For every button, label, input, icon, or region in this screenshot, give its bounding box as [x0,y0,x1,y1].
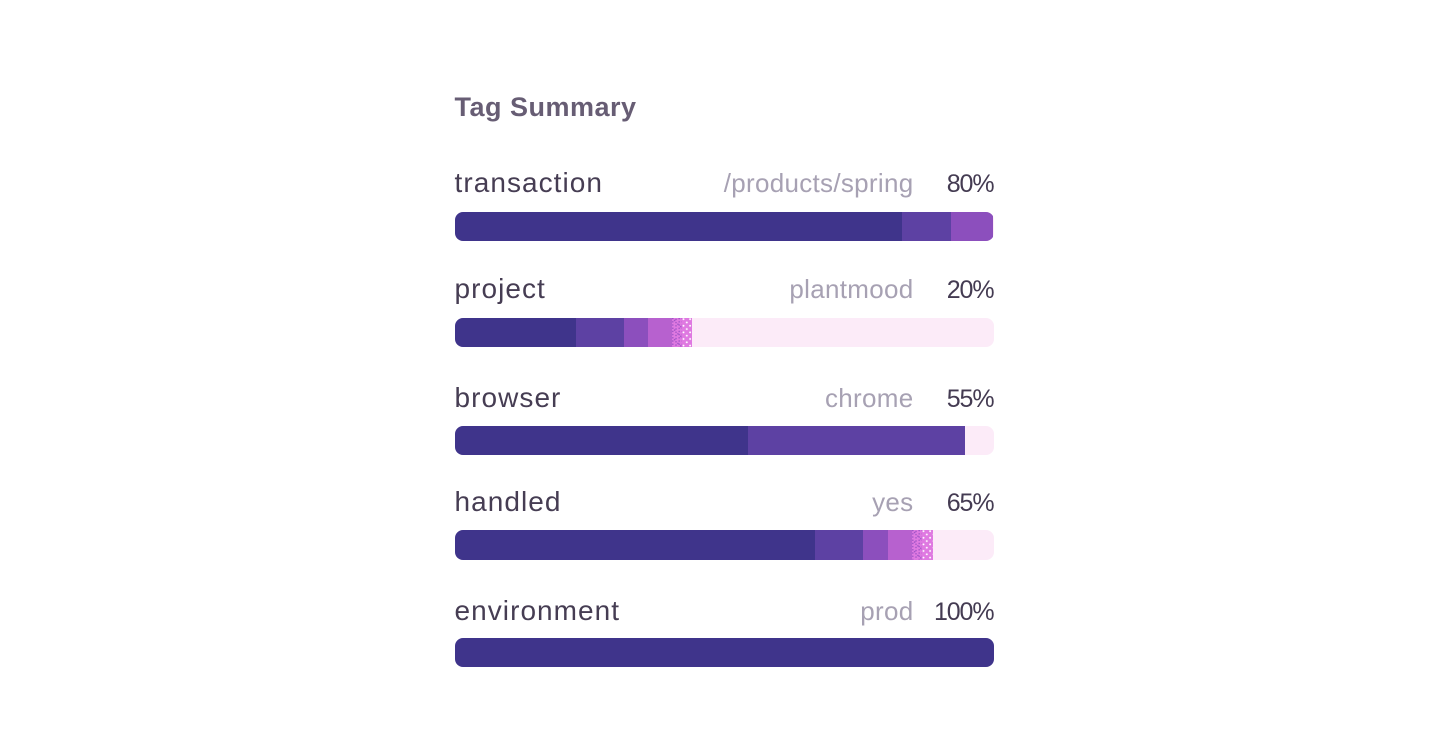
bar-segment[interactable] [815,530,864,560]
bar-segment[interactable] [454,211,902,242]
tag-distribution-bar[interactable] [454,637,994,668]
bar-segment[interactable] [912,530,923,560]
light-dot-pattern [682,317,693,348]
tag-percent: 100% [933,597,995,626]
bar-segment[interactable] [454,530,816,560]
bar-segment[interactable] [863,530,888,560]
tag-distribution-bar[interactable] [454,530,994,560]
tag-top-value: plantmood [789,274,914,304]
bar-segment[interactable] [624,317,649,348]
tag-percent: 20% [946,276,995,304]
tag-name: browser [454,382,562,414]
bar-segment[interactable] [748,425,966,455]
tag-name: project [454,273,546,304]
tag-name: environment [454,594,621,626]
tag-name: handled [454,485,562,517]
tag-row-header: browser chrome 55% [454,382,995,414]
bar-segment[interactable] [576,317,625,348]
dark-dot-pattern [671,317,683,348]
bar-segment[interactable] [887,530,913,560]
tag-distribution-bar[interactable] [454,211,994,242]
tag-distribution-bar[interactable] [454,317,994,348]
dark-dot-pattern [912,530,923,560]
bar-segment[interactable] [648,317,672,348]
tag-percent: 55% [946,385,995,414]
bar-segment[interactable] [951,211,994,242]
tag-percent: 80% [946,169,995,198]
bar-segment[interactable] [454,425,749,455]
tag-percent: 65% [946,488,995,517]
tag-top-value: prod [860,595,914,626]
bar-segment[interactable] [671,317,683,348]
tag-row-header: handled yes 65% [454,485,995,518]
tag-row-header: environment prod 100% [454,594,995,627]
bar-segment[interactable] [682,317,693,348]
tag-row-header: project plantmood 20% [454,273,995,305]
bar-segment[interactable] [901,211,952,242]
bar-segment[interactable] [454,317,577,348]
tag-top-value: chrome [825,383,914,414]
tag-top-value: /products/spring [723,167,914,198]
panel-title: Tag Summary [454,92,637,122]
bar-segment[interactable] [454,637,994,668]
tag-distribution-bar[interactable] [454,425,994,455]
bar-segment[interactable] [922,530,933,560]
light-dot-pattern [922,530,933,560]
tag-row-header: transaction /products/spring 80% [454,166,995,199]
tag-top-value: yes [872,486,914,517]
tag-name: transaction [454,166,604,198]
